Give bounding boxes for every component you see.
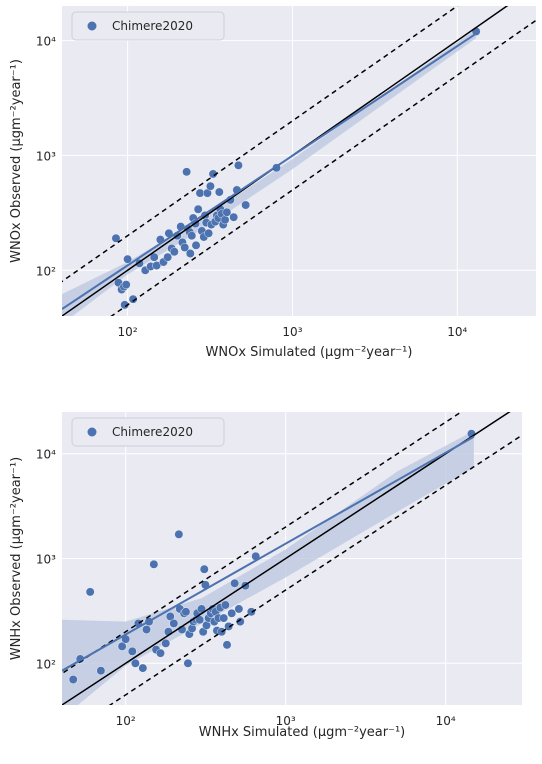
- top-chart: 10² 10³ 10⁴ 10² 10³ 10⁴ WNOx Simulated (μgm⁻²y…: [9, 6, 536, 360]
- top-legend-label: Chimere2020: [112, 19, 193, 33]
- top-data-point: [241, 200, 251, 210]
- top-data-point: [204, 228, 214, 238]
- top-data-point: [169, 247, 179, 257]
- bottom-data-point: [68, 675, 78, 684]
- bottom-y-axis-label: WNHx Observed (μgm⁻²year⁻¹): [9, 457, 24, 660]
- top-data-point: [229, 212, 239, 222]
- top-data-point: [206, 181, 215, 191]
- top-upper-bound-line: [62, 6, 459, 283]
- bottom-data-point: [235, 617, 245, 626]
- bottom-data-point: [220, 600, 230, 610]
- bottom-one-to-one-line: [62, 412, 511, 705]
- bottom-data-point: [138, 663, 148, 673]
- top-data-point: [163, 252, 173, 262]
- bottom-data-point: [174, 529, 184, 539]
- bottom-data-point: [227, 608, 237, 618]
- top-x-tick-label: 10⁴: [447, 325, 467, 339]
- bottom-data-point: [85, 587, 95, 597]
- bottom-data-point: [199, 564, 209, 574]
- bottom-x-tick-label: 10³: [276, 714, 296, 728]
- top-y-tick-label: 10³: [36, 149, 56, 163]
- top-x-tick-label: 10²: [118, 325, 138, 339]
- top-regression-line: [62, 32, 477, 310]
- top-legend: Chimere2020: [71, 11, 225, 41]
- bottom-lower-bound-line: [108, 434, 522, 705]
- bottom-data-point: [219, 613, 229, 623]
- bottom-data-point: [149, 559, 159, 569]
- top-legend-box: [71, 11, 225, 41]
- top-data-point: [180, 243, 190, 252]
- bottom-data-point: [130, 658, 140, 668]
- top-data-point: [111, 233, 121, 243]
- bottom-plot-content: [62, 412, 522, 705]
- bottom-data-point: [246, 607, 256, 617]
- top-data-point: [149, 252, 159, 262]
- bottom-data-point: [222, 640, 232, 650]
- top-data-point: [187, 231, 197, 241]
- top-data-point: [220, 215, 230, 225]
- bottom-data-point: [142, 625, 151, 634]
- top-data-point: [121, 280, 131, 290]
- bottom-data-point: [181, 607, 191, 617]
- bottom-y-tick-label: 10⁴: [36, 448, 56, 462]
- bottom-chart: 10² 10³ 10⁴ 10² 10³ 10⁴ WNHx Simulated (μgm⁻²y…: [9, 412, 522, 740]
- top-data-point: [123, 254, 133, 264]
- bottom-data-point: [127, 646, 137, 656]
- top-y-tick-label: 10⁴: [36, 35, 56, 49]
- bottom-legend-label: Chimere2020: [112, 425, 193, 439]
- bottom-data-point: [234, 604, 244, 614]
- bottom-data-point: [117, 641, 127, 651]
- bottom-data-point: [165, 612, 175, 621]
- top-data-point: [182, 167, 192, 177]
- bottom-data-point: [230, 578, 240, 588]
- bottom-y-tick-label: 10³: [36, 553, 56, 567]
- bottom-data-point: [224, 621, 234, 631]
- top-x-axis-label: WNOx Simulated (μgm⁻²year⁻¹): [206, 345, 413, 360]
- top-data-point: [191, 240, 201, 250]
- bottom-data-point: [169, 619, 179, 628]
- bottom-data-point: [161, 638, 171, 648]
- top-data-point: [222, 207, 232, 217]
- bottom-x-tick-label: 10²: [116, 714, 136, 728]
- bottom-legend: Chimere2020: [71, 417, 225, 447]
- bottom-y-tick-label: 10²: [36, 657, 56, 671]
- bottom-legend-box: [71, 417, 225, 447]
- top-lower-bound-line: [110, 19, 536, 316]
- bottom-legend-marker: [87, 427, 97, 437]
- top-data-point: [185, 249, 195, 258]
- bottom-data-point: [183, 658, 193, 668]
- top-data-point: [195, 188, 205, 198]
- top-legend-marker: [87, 21, 97, 31]
- top-x-tick-label: 10³: [282, 325, 302, 339]
- bottom-confidence-band: [62, 430, 474, 705]
- bottom-data-point: [156, 648, 165, 658]
- top-data-point: [193, 204, 203, 214]
- top-data-point: [214, 187, 224, 197]
- top-y-tick-label: 10²: [36, 264, 56, 278]
- top-data-point: [128, 294, 138, 304]
- top-data-point: [234, 160, 243, 170]
- bottom-regression-line: [62, 435, 475, 672]
- bottom-data-point: [202, 620, 211, 630]
- bottom-x-axis-label: WNHx Simulated (μgm⁻²year⁻¹): [199, 725, 405, 740]
- top-y-axis-label: WNOx Observed (μgm⁻²year⁻¹): [9, 59, 24, 263]
- bottom-upper-bound-line: [62, 412, 463, 675]
- bottom-x-tick-label: 10⁴: [436, 714, 456, 728]
- top-plot-content: [62, 6, 536, 316]
- bottom-data-point: [96, 666, 106, 676]
